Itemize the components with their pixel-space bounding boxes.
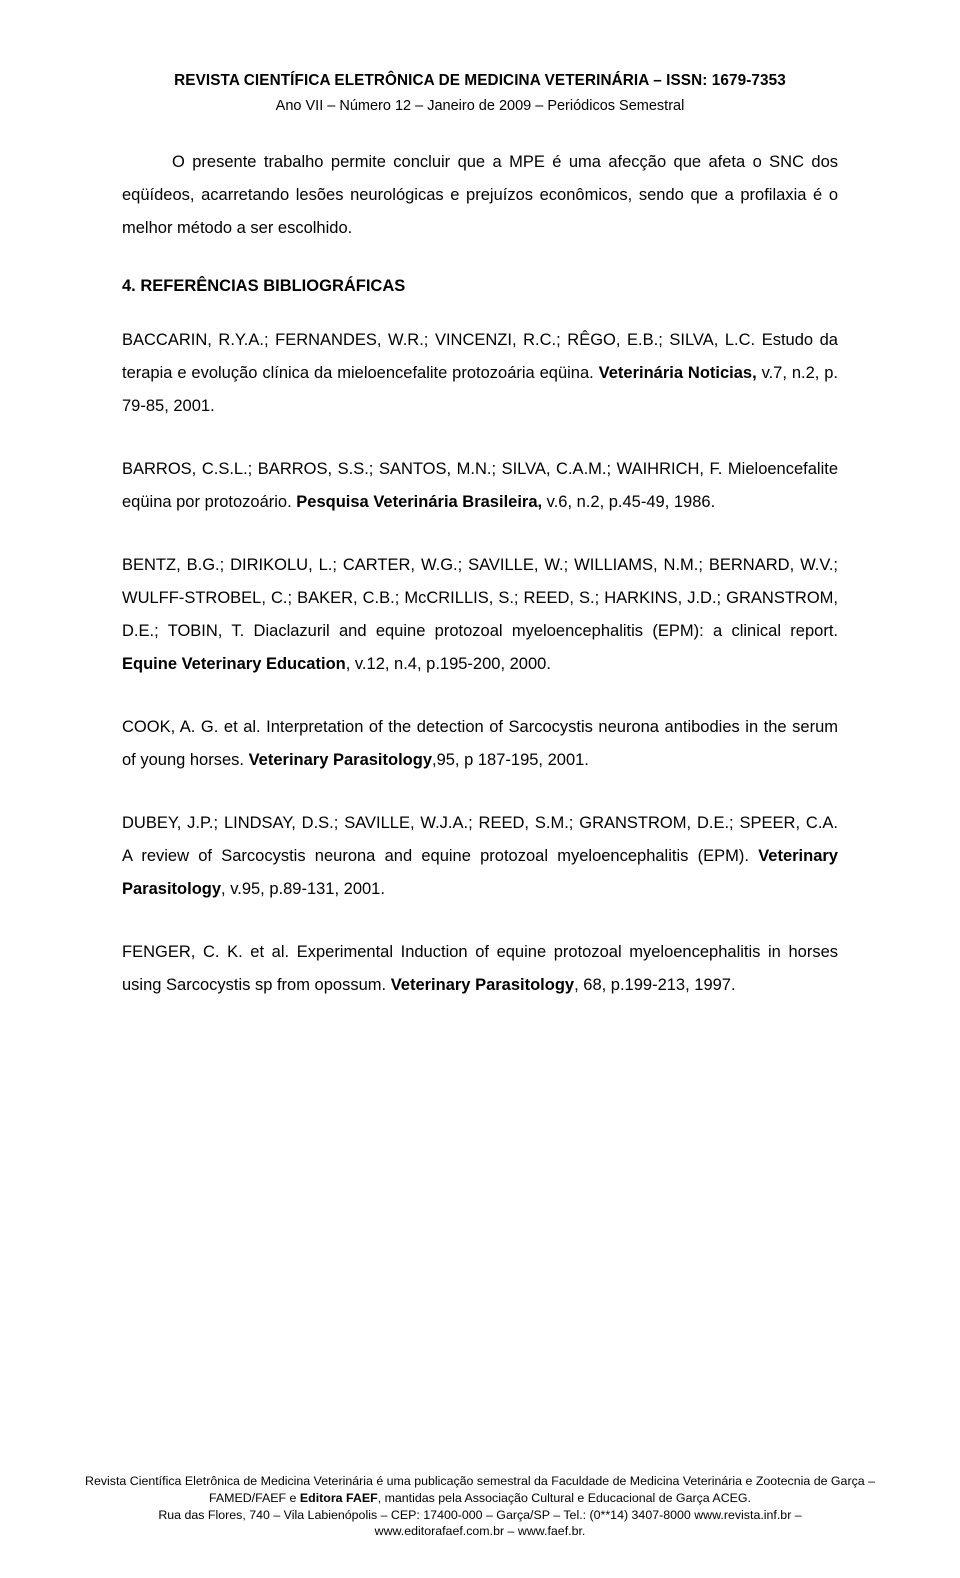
ref-journal: Pesquisa Veterinária Brasileira, <box>296 493 542 511</box>
intro-paragraph: O presente trabalho permite concluir que… <box>122 146 838 245</box>
reference-entry: DUBEY, J.P.; LINDSAY, D.S.; SAVILLE, W.J… <box>122 807 838 906</box>
footer-line: www.editorafaef.com.br – www.faef.br. <box>82 1523 878 1540</box>
ref-journal: Veterinary Parasitology <box>391 976 574 994</box>
ref-text: , 68, p.199-213, 1997. <box>574 976 735 994</box>
section-title: 4. REFERÊNCIAS BIBLIOGRÁFICAS <box>122 277 838 296</box>
ref-text: , v.12, n.4, p.195-200, 2000. <box>346 655 551 673</box>
ref-text: v.6, n.2, p.45-49, 1986. <box>542 493 715 511</box>
ref-journal: Veterinary Parasitology <box>249 751 432 769</box>
footer-link: www.faef.br <box>518 1524 582 1538</box>
ref-journal: Veterinária Noticias, <box>599 364 757 382</box>
footer-text: – <box>791 1508 801 1522</box>
page-footer: Revista Científica Eletrônica de Medicin… <box>0 1473 960 1540</box>
footer-text: , mantidas pela Associação Cultural e Ed… <box>378 1491 751 1505</box>
journal-header-sub: Ano VII – Número 12 – Janeiro de 2009 – … <box>122 98 838 114</box>
ref-text: BENTZ, B.G.; DIRIKOLU, L.; CARTER, W.G.;… <box>122 556 838 640</box>
reference-entry: BARROS, C.S.L.; BARROS, S.S.; SANTOS, M.… <box>122 453 838 519</box>
ref-text: ,95, p 187-195, 2001. <box>432 751 589 769</box>
footer-text: – <box>504 1524 518 1538</box>
footer-bold: Editora FAEF <box>300 1491 378 1505</box>
reference-entry: FENGER, C. K. et al. Experimental Induct… <box>122 936 838 1002</box>
journal-header-title: REVISTA CIENTÍFICA ELETRÔNICA DE MEDICIN… <box>122 72 838 90</box>
reference-entry: BACCARIN, R.Y.A.; FERNANDES, W.R.; VINCE… <box>122 324 838 423</box>
ref-text: DUBEY, J.P.; LINDSAY, D.S.; SAVILLE, W.J… <box>122 814 838 865</box>
footer-link: www.revista.inf.br <box>694 1508 791 1522</box>
ref-journal: Equine Veterinary Education <box>122 655 346 673</box>
footer-link: www.editorafaef.com.br <box>375 1524 504 1538</box>
footer-text: . <box>582 1524 585 1538</box>
footer-text: Rua das Flores, 740 – Vila Labienópolis … <box>158 1508 694 1522</box>
footer-line: Revista Científica Eletrônica de Medicin… <box>82 1473 878 1506</box>
footer-line: Rua das Flores, 740 – Vila Labienópolis … <box>82 1507 878 1524</box>
reference-entry: COOK, A. G. et al. Interpretation of the… <box>122 711 838 777</box>
reference-entry: BENTZ, B.G.; DIRIKOLU, L.; CARTER, W.G.;… <box>122 549 838 681</box>
ref-text: , v.95, p.89-131, 2001. <box>221 880 385 898</box>
